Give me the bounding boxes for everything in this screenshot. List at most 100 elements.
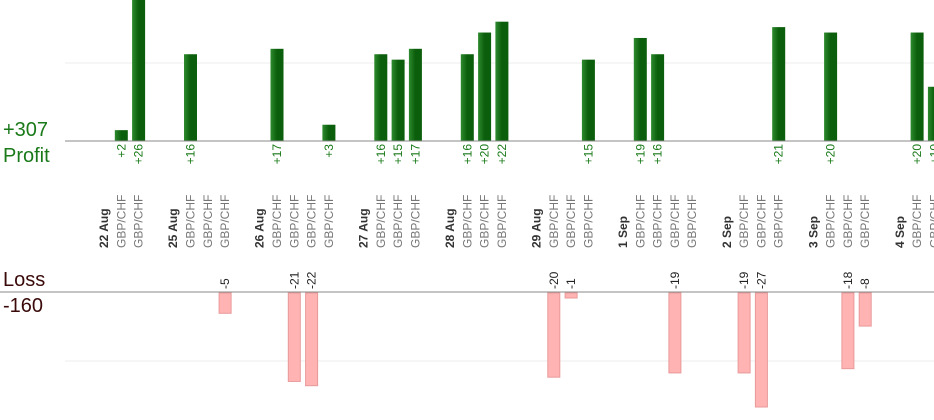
- profit-bar: [651, 54, 665, 141]
- profit-bar: [772, 27, 786, 141]
- profit-label: Profit: [3, 145, 50, 167]
- pair-label: GBP/CHF: [737, 195, 751, 248]
- pair-label: GBP/CHF: [651, 195, 665, 248]
- profit-value-label: +16: [184, 144, 198, 165]
- profit-value-label: +3: [322, 144, 336, 158]
- pair-label: GBP/CHF: [668, 195, 682, 248]
- pair-label: GBP/CHF: [841, 195, 855, 248]
- profit-bar: [927, 86, 934, 141]
- pair-label: GBP/CHF: [772, 195, 786, 248]
- pair-label: GBP/CHF: [564, 195, 578, 248]
- pair-label: GBP/CHF: [408, 195, 422, 248]
- loss-value-label: -18: [841, 271, 855, 289]
- loss-value-label: -1: [564, 278, 578, 289]
- loss-label: Loss: [3, 269, 46, 291]
- loss-value-label: -19: [668, 271, 682, 289]
- profit-value-label: +15: [391, 144, 405, 165]
- bars: [114, 0, 934, 408]
- profit-value-label: +20: [910, 144, 924, 165]
- pair-label: GBP/CHF: [858, 195, 872, 248]
- loss-bar: [737, 292, 751, 374]
- date-label: 4 Sep: [893, 216, 907, 248]
- pair-label: GBP/CHF: [114, 195, 128, 248]
- profit-value-label: +16: [374, 144, 388, 165]
- date-label: 1 Sep: [616, 216, 630, 248]
- profit-value-label: +26: [132, 144, 146, 165]
- profit-bar: [824, 32, 838, 141]
- date-label: 3 Sep: [806, 216, 820, 248]
- date-label: 2 Sep: [720, 216, 734, 248]
- pair-label: GBP/CHF: [495, 195, 509, 248]
- loss-value-label: -20: [547, 271, 561, 289]
- profit-bar: [374, 54, 388, 141]
- pair-label: GBP/CHF: [581, 195, 595, 248]
- pair-label: GBP/CHF: [374, 195, 388, 248]
- profit-total: +307: [3, 119, 49, 141]
- date-label: 26 Aug: [253, 208, 267, 248]
- pair-label: GBP/CHF: [547, 195, 561, 248]
- profit-value-label: +17: [408, 144, 422, 165]
- pair-label: GBP/CHF: [184, 195, 198, 248]
- profit-bar: [391, 59, 405, 141]
- profit-value-label: +16: [651, 144, 665, 165]
- pair-label: GBP/CHF: [754, 195, 768, 248]
- profit-value-label: +15: [581, 144, 595, 165]
- date-label: 25 Aug: [166, 208, 180, 248]
- loss-bar: [668, 292, 682, 374]
- profit-value-label: +20: [824, 144, 838, 165]
- pair-label: GBP/CHF: [270, 195, 284, 248]
- profit-bar: [633, 37, 647, 141]
- profit-bar: [478, 32, 492, 141]
- profit-value-label: +16: [460, 144, 474, 165]
- profit-bar: [184, 54, 197, 141]
- profit-value-label: +22: [495, 144, 509, 165]
- loss-value-label: -21: [287, 271, 301, 289]
- loss-bar: [287, 292, 301, 382]
- profit-bar: [910, 32, 924, 141]
- profit-bar: [114, 130, 128, 141]
- loss-value-label: -22: [305, 271, 319, 289]
- loss-bar: [218, 292, 232, 314]
- loss-bar: [754, 292, 768, 408]
- profit-bar: [495, 21, 509, 142]
- date-label: 22 Aug: [97, 208, 111, 248]
- loss-value-label: -5: [218, 278, 232, 289]
- profit-bar: [132, 0, 146, 141]
- loss-bar: [858, 292, 872, 327]
- loss-value-label: -8: [858, 278, 872, 289]
- pair-label: GBP/CHF: [322, 195, 336, 248]
- profit-bar: [270, 48, 284, 141]
- pair-label: GBP/CHF: [305, 195, 319, 248]
- profit-value-label: +21: [772, 144, 786, 165]
- pair-label: GBP/CHF: [633, 195, 647, 248]
- profit-value-label: +2: [114, 144, 128, 158]
- pair-label: GBP/CHF: [132, 195, 146, 248]
- loss-value-label: -27: [754, 271, 768, 289]
- loss-total: -160: [3, 295, 44, 317]
- date-label: 29 Aug: [530, 208, 544, 248]
- profit-value-label: +19: [633, 144, 647, 165]
- loss-bar: [547, 292, 561, 378]
- profit-value-label: +20: [478, 144, 492, 165]
- pair-label: GBP/CHF: [391, 195, 405, 248]
- pair-label: GBP/CHF: [927, 195, 934, 248]
- profit-value-label: +10: [927, 144, 934, 165]
- profit-bar: [460, 54, 474, 141]
- pair-label: GBP/CHF: [910, 195, 924, 248]
- date-label: 27 Aug: [357, 208, 371, 248]
- profit-bar: [581, 59, 595, 141]
- loss-value-label: -19: [737, 271, 751, 289]
- loss-bar: [305, 292, 319, 387]
- date-label: 28 Aug: [443, 208, 457, 248]
- pair-label: GBP/CHF: [824, 195, 838, 248]
- profit-bar: [322, 124, 336, 141]
- loss-bar: [841, 292, 855, 370]
- loss-bar: [564, 292, 578, 299]
- pair-label: GBP/CHF: [460, 195, 474, 248]
- profit-value-label: +17: [270, 144, 284, 165]
- pair-label: GBP/CHF: [478, 195, 492, 248]
- pair-label: GBP/CHF: [218, 195, 232, 248]
- pair-label: GBP/CHF: [201, 195, 215, 248]
